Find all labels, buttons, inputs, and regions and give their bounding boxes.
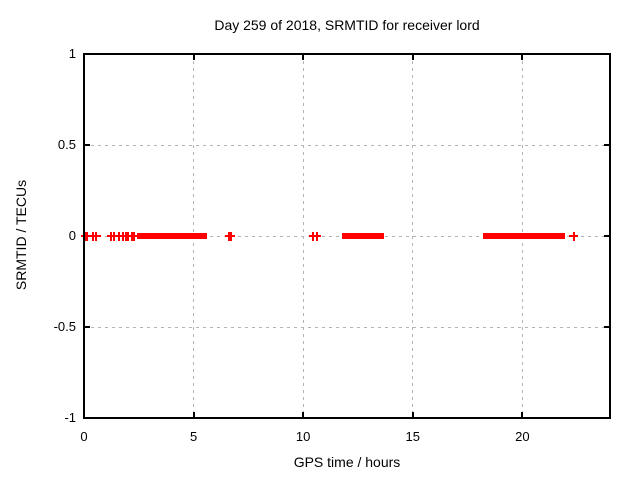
data-point [226, 231, 236, 241]
x-tick-top-5 [192, 54, 195, 60]
x-tick-label-20: 20 [515, 429, 530, 444]
x-tick-bottom-20 [521, 412, 524, 418]
chart-title: Day 259 of 2018, SRMTID for receiver lor… [214, 17, 480, 33]
x-tick-label-10: 10 [295, 429, 311, 444]
y-tick-right-0.5 [604, 144, 610, 146]
data-point [569, 231, 579, 241]
y-tick-right--0.5 [604, 326, 610, 328]
data-run [137, 233, 208, 239]
x-tick-top-10 [302, 54, 305, 60]
y-tick-left--0.5 [84, 326, 90, 328]
x-axis-label: GPS time / hours [293, 454, 401, 470]
plot-area [81, 54, 610, 418]
gridline-y--0.5 [84, 326, 610, 328]
data-point [82, 231, 92, 241]
y-tick-label--1: -1 [64, 410, 76, 425]
data-point [109, 231, 119, 241]
y-tick-label-1: 1 [68, 46, 76, 61]
gridline-y-0.5 [84, 144, 610, 146]
y-tick-label-0: 0 [68, 228, 76, 243]
x-tick-label-0: 0 [80, 429, 88, 444]
x-tick-label-15: 15 [405, 429, 420, 444]
y-tick-label-0.5: 0.5 [57, 137, 76, 152]
y-tick-label--0.5: -0.5 [53, 319, 76, 334]
plot-border [83, 53, 611, 419]
x-tick-bottom-15 [411, 412, 414, 418]
x-tick-label-5: 5 [189, 429, 198, 444]
data-point [129, 231, 139, 241]
data-run [483, 233, 565, 239]
x-tick-bottom-10 [302, 412, 305, 418]
x-tick-top-20 [521, 54, 524, 60]
x-tick-top-15 [411, 54, 414, 60]
data-point [91, 231, 101, 241]
y-tick-left-0.5 [84, 144, 90, 146]
x-tick-bottom-5 [192, 412, 195, 418]
data-run [341, 233, 384, 239]
y-tick-right-0 [604, 235, 610, 237]
data-point [312, 231, 322, 241]
